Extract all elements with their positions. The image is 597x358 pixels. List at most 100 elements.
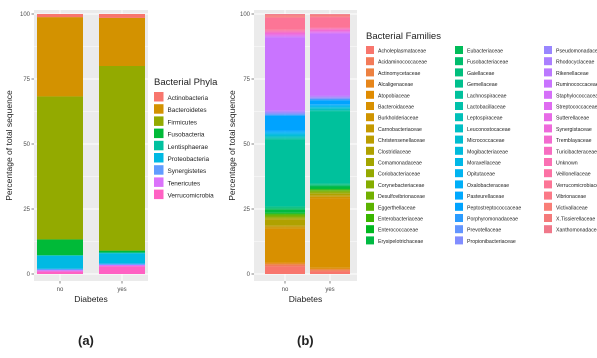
bar-segment-no-ruminococcaceae [265, 37, 305, 111]
legend-swatch [455, 146, 463, 155]
legend-swatch [154, 189, 164, 200]
bar-segment-no-propionibacteriaceae [265, 112, 305, 114]
bar-segment-yes-burkholderiaceae [310, 196, 350, 199]
bar-segment-yes-lentisphaerae [99, 252, 145, 254]
bar-segment-yes-firmicutes [99, 66, 145, 251]
legend-swatch [544, 169, 552, 178]
bar-segment-no-veillonellaceae [265, 29, 305, 31]
bar-segment-yes-victivallaceae [310, 15, 350, 17]
bar-segment-no-atopobiaceae [265, 262, 305, 264]
bar-segment-yes-eggerthellaceae [310, 190, 350, 191]
legend-label: Propionibacteriaceae [467, 239, 516, 245]
legend-swatch [366, 214, 374, 222]
y-axis-title: Percentage of total sequence [4, 90, 14, 201]
bar-segment-no-porphyromonadaceae [265, 114, 305, 116]
bar-segment-yes-streptococcaceae [310, 32, 350, 33]
legend-label: Proteobacteria [168, 156, 210, 163]
legend-label: Firmicutes [168, 119, 197, 126]
bar-segment-yes-leptospiraceae [310, 109, 350, 111]
legend-swatch [544, 191, 552, 200]
bar-segment-yes-tremblayaceae [310, 29, 350, 31]
bar-segment-no-verrucomicrobiaceae [265, 17, 305, 30]
bar-segment-yes-gemellaceae [310, 183, 350, 185]
bar-segment-no-erysipelotrichaceae [265, 209, 305, 213]
legend-label: Oxalobacteraceae [467, 183, 509, 189]
bar-segment-no-coriobacteriaceae [265, 217, 305, 219]
bar-segment-yes-coriobacteriaceae [310, 192, 350, 194]
bar-segment-yes-propionibacteriaceae [310, 97, 350, 99]
bar-segment-no-mogibacteriaceae [265, 134, 305, 136]
legend-swatch [154, 165, 164, 175]
y-axis-title: Percentage of total sequence [227, 90, 237, 201]
bar-segment-yes-rikenellaceae [310, 95, 350, 97]
bar-segment-yes-fusobacteriaceae [310, 184, 350, 186]
legend-label: Tremblayaceae [556, 138, 592, 144]
x-tick-label: yes [117, 287, 126, 293]
legend-label: Pseudomonadaceae [556, 49, 597, 55]
bar-segment-no-leuconostocaceae [265, 136, 305, 138]
legend-label: Alcaligenaceae [378, 82, 413, 88]
bar-segment-no-bacteroidaceae [265, 228, 305, 263]
bar-segment-no-staphylococcaceae [265, 36, 305, 38]
legend-label: Gaiellaceae [467, 71, 495, 77]
bar-segment-no-lactobacillaceae [265, 138, 305, 140]
legend-swatch [455, 214, 463, 222]
bar-segment-yes-mogibacteriaceae [310, 107, 350, 108]
legend-label: Coriobacteriaceae [378, 172, 420, 178]
legend-swatch [366, 158, 374, 166]
bar-segment-yes-enterobacteriaceae [310, 189, 350, 191]
legend-label: Prevotellaceae [467, 228, 501, 234]
bar-segment-yes-comamonadaceae [310, 193, 350, 194]
legend-swatch [154, 153, 164, 163]
legend-label: Verrucomicrobia [168, 193, 215, 200]
y-tick-label: 0 [247, 272, 251, 278]
legend-swatch [544, 46, 552, 54]
legend-label: Rhodocyclaceae [556, 60, 594, 66]
legend-label: Lentisphaerae [168, 144, 209, 151]
bar-segment-yes-bacteroidaceae [310, 198, 350, 268]
bar-segment-no-unknown [265, 30, 305, 32]
legend-swatch [366, 202, 374, 211]
legend-label: Xanthomonadaceae [556, 228, 597, 234]
legend-swatch [455, 68, 463, 77]
legend-swatch [366, 124, 374, 133]
legend-label: Micrococcaceae [467, 138, 505, 144]
y-tick-label: 50 [23, 142, 30, 148]
legend-swatch [366, 191, 374, 200]
bar-segment-no-burkholderiaceae [265, 227, 305, 229]
legend-label: Victivallaceae [556, 205, 588, 211]
legend-swatch [366, 46, 374, 54]
bar-segment-no-enterococcaceae [265, 212, 305, 214]
legend-swatch [544, 79, 552, 88]
legend-label: Turicibacteraceae [556, 149, 597, 155]
legend-label: Streptococcaceae [556, 105, 597, 111]
bar-segment-yes-acholeplasmataceae [310, 271, 350, 274]
y-tick-label: 25 [23, 207, 30, 213]
legend-label: Desulfovibrionaceae [378, 194, 425, 200]
legend-label: Atopobiaceae [378, 93, 410, 99]
legend-swatch [154, 116, 164, 126]
legend-label: Bacteroidaceae [378, 105, 414, 111]
x-axis-title: Diabetes [74, 294, 108, 304]
legend-swatch [455, 90, 463, 99]
legend-swatch [366, 90, 374, 99]
legend-swatch [455, 225, 463, 234]
bar-segment-yes-staphylococcaceae [310, 32, 350, 34]
legend-swatch [455, 102, 463, 110]
legend-title: Bacterial Families [366, 31, 441, 42]
legend-label: Lactobacillaceae [467, 105, 506, 111]
bar-segment-yes-moraxellaceae [310, 106, 350, 108]
bar-segment-no-peptostreptococcaceae [265, 115, 305, 131]
legend-label: Leuconostocaceae [467, 127, 511, 133]
y-tick-label: 75 [23, 77, 30, 83]
bar-segment-yes-verrucomicrobia [99, 266, 145, 274]
legend-label: X.Tissierellaceae [556, 217, 595, 223]
legend-label: Pasteurellaceae [467, 194, 504, 200]
bar-segment-yes-christensenellaceae [310, 195, 350, 197]
bar-segment-yes-tenericutes [99, 264, 145, 267]
bar-segment-no-eubacteriaceae [265, 208, 305, 210]
legend-swatch [544, 124, 552, 133]
bar-segment-no-synergistaceae [265, 33, 305, 35]
bar-segment-yes-porphyromonadaceae [310, 99, 350, 101]
